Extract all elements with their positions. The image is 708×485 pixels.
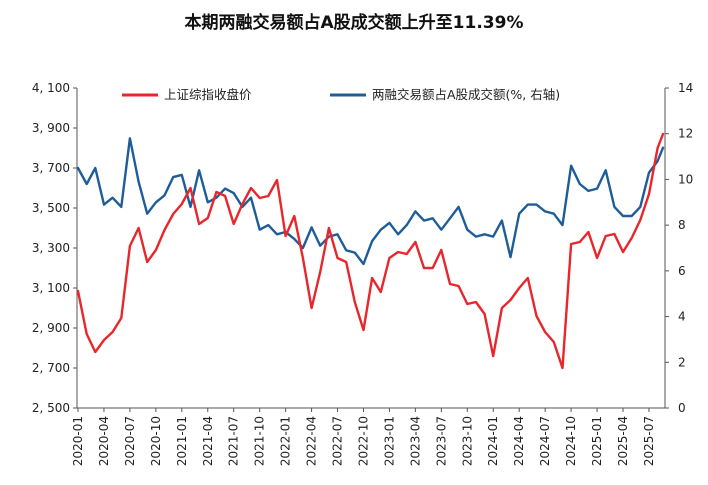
- x-tick-label: 2020-07: [123, 416, 137, 466]
- y-left-tick-label: 3, 300: [32, 241, 70, 255]
- x-tick-label: 2024-07: [538, 416, 552, 466]
- x-tick-label: 2021-04: [201, 416, 215, 466]
- x-tick-label: 2022-10: [356, 416, 370, 466]
- legend-label-index: 上证综指收盘价: [164, 87, 252, 102]
- x-tick-label: 2022-07: [331, 416, 345, 466]
- x-tick-label: 2020-01: [71, 416, 85, 466]
- x-tick-label: 2023-07: [434, 416, 448, 466]
- x-tick-label: 2025-01: [590, 416, 604, 466]
- y-right-tick-label: 2: [678, 355, 686, 369]
- x-tick-label: 2023-10: [460, 416, 474, 466]
- y-right-tick-label: 4: [678, 310, 686, 324]
- y-left-tick-label: 3, 500: [32, 201, 70, 215]
- x-tick-label: 2021-07: [227, 416, 241, 466]
- y-right-tick-label: 8: [678, 218, 686, 232]
- y-left-tick-label: 2, 500: [32, 401, 70, 415]
- x-tick-label: 2025-07: [642, 416, 656, 466]
- y-left-tick-label: 3, 100: [32, 281, 70, 295]
- x-tick-label: 2023-04: [408, 416, 422, 466]
- y-right-tick-label: 14: [678, 81, 693, 95]
- chart-title: 本期两融交易额占A股成交额上升至11.39%: [184, 13, 524, 33]
- y-right-tick-label: 0: [678, 401, 686, 415]
- x-tick-label: 2021-10: [253, 416, 267, 466]
- x-tick-label: 2023-01: [382, 416, 396, 466]
- series-line-margin-share: [76, 137, 665, 266]
- x-tick-label: 2022-01: [279, 416, 293, 466]
- x-tick-label: 2024-10: [564, 416, 578, 466]
- x-tick-label: 2022-04: [305, 416, 319, 466]
- y-left-tick-label: 2, 700: [32, 361, 70, 375]
- x-tick-label: 2021-01: [175, 416, 189, 466]
- series-line-index: [76, 132, 665, 370]
- legend-label-margin-share: 两融交易额占A股成交额(%, 右轴): [372, 87, 560, 102]
- x-tick-label: 2024-01: [486, 416, 500, 466]
- x-tick-label: 2025-04: [616, 416, 630, 466]
- x-tick-label: 2024-04: [512, 416, 526, 466]
- x-tick-label: 2020-10: [149, 416, 163, 466]
- y-right-tick-label: 10: [678, 172, 693, 186]
- y-left-tick-label: 3, 900: [32, 121, 70, 135]
- y-right-tick-label: 12: [678, 127, 693, 141]
- y-left-tick-label: 2, 900: [32, 321, 70, 335]
- y-left-tick-label: 4, 100: [32, 81, 70, 95]
- y-left-tick-label: 3, 700: [32, 161, 70, 175]
- x-tick-label: 2020-04: [97, 416, 111, 466]
- y-right-tick-label: 6: [678, 264, 686, 278]
